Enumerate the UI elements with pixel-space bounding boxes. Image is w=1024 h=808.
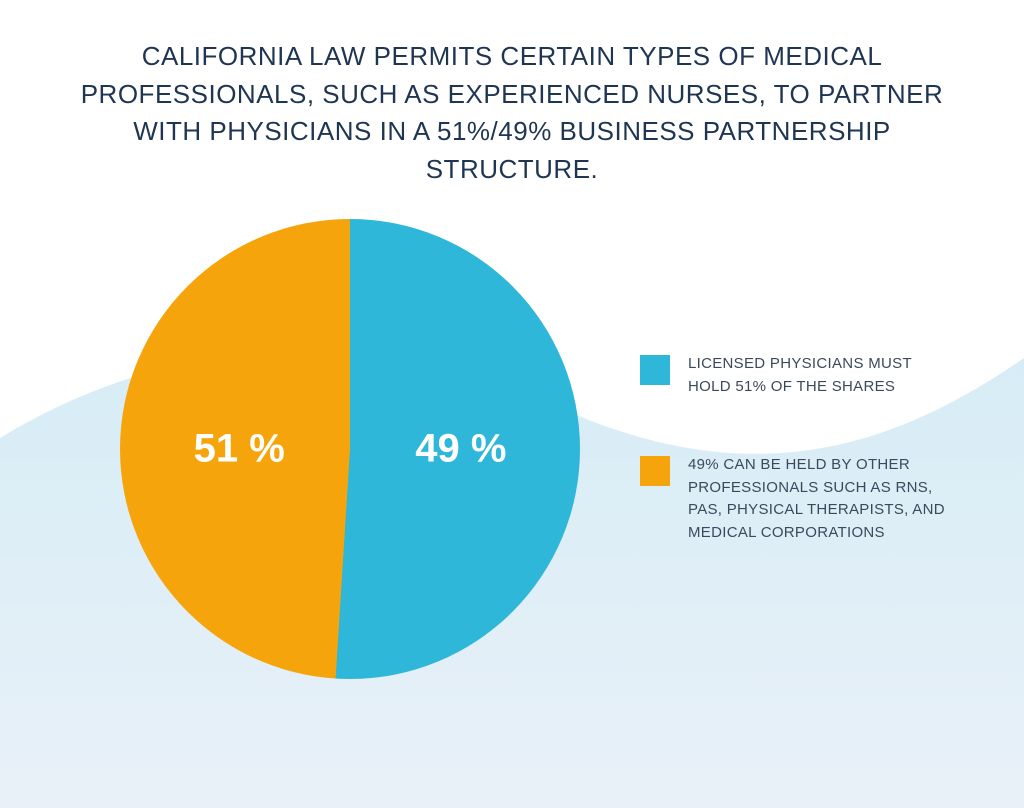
legend-item: 49% can be held by other professionals s… xyxy=(640,454,954,544)
legend: Licensed physicians must hold 51% of the… xyxy=(640,353,954,544)
chart-row: 51 % 49 % Licensed physicians must hold … xyxy=(70,219,954,679)
pie-chart: 51 % 49 % xyxy=(120,219,580,679)
page-title: California law permits certain types of … xyxy=(72,38,952,189)
pie-slice-label-left: 51 % xyxy=(194,426,285,471)
legend-text: 49% can be held by other professionals s… xyxy=(688,454,954,544)
legend-swatch xyxy=(640,456,670,486)
legend-swatch xyxy=(640,355,670,385)
legend-item: Licensed physicians must hold 51% of the… xyxy=(640,353,954,398)
legend-text: Licensed physicians must hold 51% of the… xyxy=(688,353,954,398)
pie-slice-label-right: 49 % xyxy=(415,426,506,471)
